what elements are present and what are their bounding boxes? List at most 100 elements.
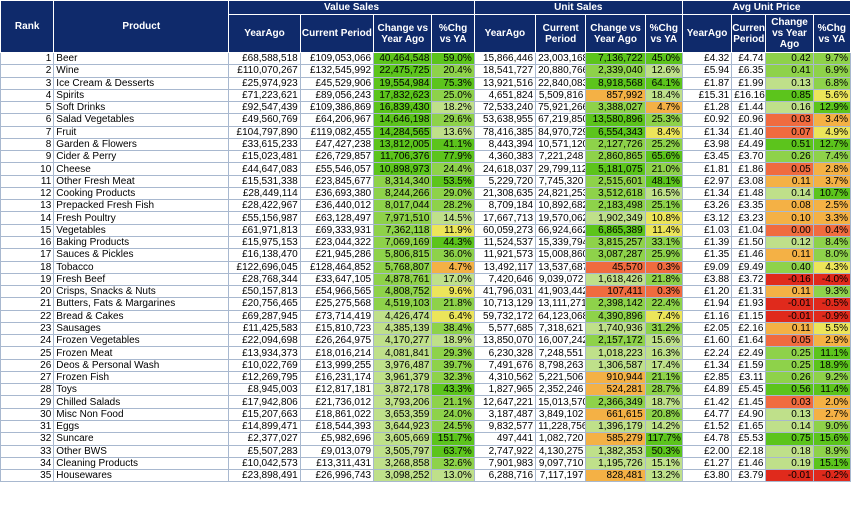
table-row[interactable]: 29 Chilled Salads £17,942,806 £21,736,012 3,… (0, 395, 852, 409)
table-row[interactable]: 20 Crisps, Snacks & Nuts £50,157,813 £54,96… (0, 285, 852, 299)
unit-year-ago-cell: 41,796,031 (473, 285, 537, 299)
table-row[interactable]: 19 Fresh Beef £28,768,344 £33,647,105 4,878,… (0, 272, 852, 287)
table-row[interactable]: 18 Tobacco £122,696,045 £128,464,852 5,768,8… (0, 260, 852, 274)
value-current-cell: £23,845,677 (299, 174, 375, 188)
table-row[interactable]: 12 Cooking Products £28,449,114 £36,693,380… (0, 186, 852, 201)
table-row[interactable]: 4 Spirits £71,223,621 £89,056,243 17,832,623… (0, 88, 852, 103)
table-row[interactable]: 31 Eggs £14,899,471 £18,544,393 3,644,923 24.… (0, 419, 852, 434)
unit-pct-cell: 65.6% (644, 150, 683, 164)
value-pct-cell: 25.0% (431, 88, 475, 103)
value-change-cell: 3,268,858 (373, 456, 433, 471)
product-cell: Fresh Poultry (53, 211, 230, 225)
table-row[interactable]: 15 Vegetables £61,971,813 £69,333,931 7,362,… (0, 223, 852, 237)
price-current-cell: £1.31 (731, 285, 767, 299)
table-row[interactable]: 8 Garden & Flowers £33,615,233 £47,427,238 1… (0, 137, 852, 152)
value-year-ago-cell: £17,942,806 (228, 395, 301, 409)
table-row[interactable]: 5 Soft Drinks £92,547,439 £109,386,869 16,83… (0, 101, 852, 115)
table-row[interactable]: 25 Frozen Meat £13,934,373 £18,016,214 4,081… (0, 346, 852, 360)
value-pct-cell: 21.1% (431, 395, 475, 409)
price-current-cell: £4.74 (731, 51, 767, 66)
rank-cell: 32 (0, 432, 55, 446)
price-current-cell: £1.44 (731, 101, 767, 115)
product-header[interactable]: Product (53, 0, 230, 53)
value-year-ago-header[interactable]: YearAgo (228, 14, 301, 53)
table-row[interactable]: 21 Butters, Fats & Margarines £20,756,465 £… (0, 297, 852, 311)
price-pct-cell: 15.6% (812, 432, 852, 446)
price-year-ago-cell: £3.80 (681, 469, 733, 483)
table-row[interactable]: 9 Cider & Perry £15,023,481 £26,729,857 11,7… (0, 150, 852, 164)
value-change-header[interactable]: Change vs Year Ago (373, 14, 433, 53)
table-row[interactable]: 27 Frozen Fish £12,269,795 £16,231,174 3,961… (0, 370, 852, 385)
price-year-ago-cell: £0.92 (681, 113, 733, 127)
value-pct-change-header[interactable]: %Chg vs YA (431, 14, 475, 53)
table-row[interactable]: 26 Deos & Personal Wash £10,022,769 £13,999… (0, 358, 852, 372)
table-row[interactable]: 35 Housewares £23,898,491 £26,996,743 3,098,… (0, 469, 852, 483)
unit-current-cell: 7,117,197 (535, 469, 587, 483)
product-cell: Garden & Flowers (53, 137, 230, 152)
product-cell: Soft Drinks (53, 101, 230, 115)
table-row[interactable]: 14 Fresh Poultry £55,156,987 £63,128,497 7,9… (0, 211, 852, 225)
product-cell: Butters, Fats & Margarines (53, 297, 230, 311)
table-row[interactable]: 7 Fruit £104,797,890 £119,082,455 14,284,565… (0, 125, 852, 139)
table-row[interactable]: 2 Wine £110,070,267 £132,545,992 22,475,725 2… (0, 64, 852, 78)
value-current-cell: £5,982,696 (299, 432, 375, 446)
price-pct-cell: -0.9% (812, 309, 852, 323)
value-pct-cell: 24.4% (431, 162, 475, 176)
table-row[interactable]: 6 Salad Vegetables £49,560,769 £64,206,967 1… (0, 113, 852, 127)
value-current-cell: £64,206,967 (299, 113, 375, 127)
rank-cell: 17 (0, 248, 55, 262)
value-current-cell: £26,264,975 (299, 334, 375, 348)
table-row[interactable]: 13 Prepacked Fresh Fish £28,422,967 £36,440… (0, 199, 852, 213)
unit-pct-cell: 21.8% (644, 272, 683, 287)
value-year-ago-cell: £33,615,233 (228, 137, 301, 152)
unit-change-header[interactable]: Change vs Year Ago (585, 14, 646, 53)
unit-current-cell: 11,228,756 (535, 419, 587, 434)
price-pct-change-header[interactable]: %Chg vs YA (812, 14, 852, 53)
value-change-cell: 16,839,430 (373, 101, 433, 115)
value-pct-cell: 29.0% (431, 186, 475, 201)
table-row[interactable]: 33 Other BWS £5,507,283 £9,013,079 3,505,797… (0, 444, 852, 458)
value-year-ago-cell: £55,156,987 (228, 211, 301, 225)
unit-current-cell: 15,013,570 (535, 395, 587, 409)
unit-pct-cell: 25.1% (644, 199, 683, 213)
avg-unit-price-header: Avg Unit Price (681, 0, 852, 15)
price-current-cell: £3.08 (731, 174, 767, 188)
price-pct-cell: 15.1% (812, 456, 852, 471)
table-row[interactable]: 3 Ice Cream & Desserts £25,974,923 £45,529,… (0, 76, 852, 90)
price-pct-cell: 18.9% (812, 358, 852, 372)
table-row[interactable]: 30 Misc Non Food £15,207,663 £18,861,022 3,6… (0, 407, 852, 421)
price-year-ago-header[interactable]: YearAgo (681, 14, 733, 53)
unit-pct-change-header[interactable]: %Chg vs YA (644, 14, 683, 53)
table-row[interactable]: 32 Suncare £2,377,027 £5,982,696 3,605,669 15… (0, 432, 852, 446)
value-pct-cell: 17.0% (431, 272, 475, 287)
value-current-cell: £119,082,455 (299, 125, 375, 139)
table-row[interactable]: 10 Cheese £44,647,083 £55,546,057 10,898,973… (0, 162, 852, 176)
unit-pct-cell: 33.1% (644, 235, 683, 250)
table-row[interactable]: 17 Sauces & Pickles £16,138,470 £21,945,286… (0, 248, 852, 262)
price-pct-cell: 2.5% (812, 199, 852, 213)
table-row[interactable]: 11 Other Fresh Meat £15,531,338 £23,845,677… (0, 174, 852, 188)
table-row[interactable]: 28 Toys £8,945,003 £12,817,181 3,872,178 43.3… (0, 383, 852, 397)
price-change-cell: 0.14 (765, 186, 814, 201)
table-row[interactable]: 1 Beer £68,588,518 £109,053,066 40,464,548 59… (0, 51, 852, 66)
value-current-period-header[interactable]: Current Period (299, 14, 375, 53)
price-pct-cell: 2.0% (812, 395, 852, 409)
unit-current-period-header[interactable]: Current Period (535, 14, 587, 53)
table-row[interactable]: 22 Bread & Cakes £69,287,945 £73,714,419 4,4… (0, 309, 852, 323)
table-row[interactable]: 16 Baking Products £15,975,153 £23,044,322 7… (0, 235, 852, 250)
table-row[interactable]: 23 Sausages £11,425,583 £15,810,723 4,385,13… (0, 321, 852, 336)
product-cell: Cleaning Products (53, 456, 230, 471)
price-change-cell: -0.16 (765, 272, 814, 287)
price-current-period-header[interactable]: Current Period (731, 14, 767, 53)
price-change-header[interactable]: Change vs Year Ago (765, 14, 814, 53)
table-row[interactable]: 34 Cleaning Products £10,042,573 £13,311,43… (0, 456, 852, 471)
value-year-ago-cell: £15,975,153 (228, 235, 301, 250)
unit-change-cell: 1,382,353 (585, 444, 646, 458)
unit-year-ago-cell: 18,541,727 (473, 64, 537, 78)
rank-cell: 10 (0, 162, 55, 176)
unit-year-ago-header[interactable]: YearAgo (473, 14, 537, 53)
price-current-cell: £1.40 (731, 125, 767, 139)
rank-header[interactable]: Rank (0, 0, 55, 53)
table-row[interactable]: 24 Frozen Vegetables £22,094,698 £26,264,97… (0, 334, 852, 348)
product-cell: Other Fresh Meat (53, 174, 230, 188)
